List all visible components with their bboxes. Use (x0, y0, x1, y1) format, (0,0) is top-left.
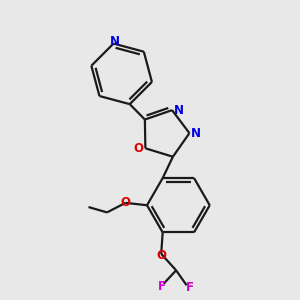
Text: O: O (134, 142, 144, 155)
Text: F: F (158, 280, 166, 292)
Text: O: O (156, 249, 166, 262)
Text: N: N (110, 35, 120, 48)
Text: N: N (174, 104, 184, 117)
Text: F: F (186, 281, 194, 294)
Text: N: N (191, 127, 201, 140)
Text: O: O (120, 196, 130, 209)
